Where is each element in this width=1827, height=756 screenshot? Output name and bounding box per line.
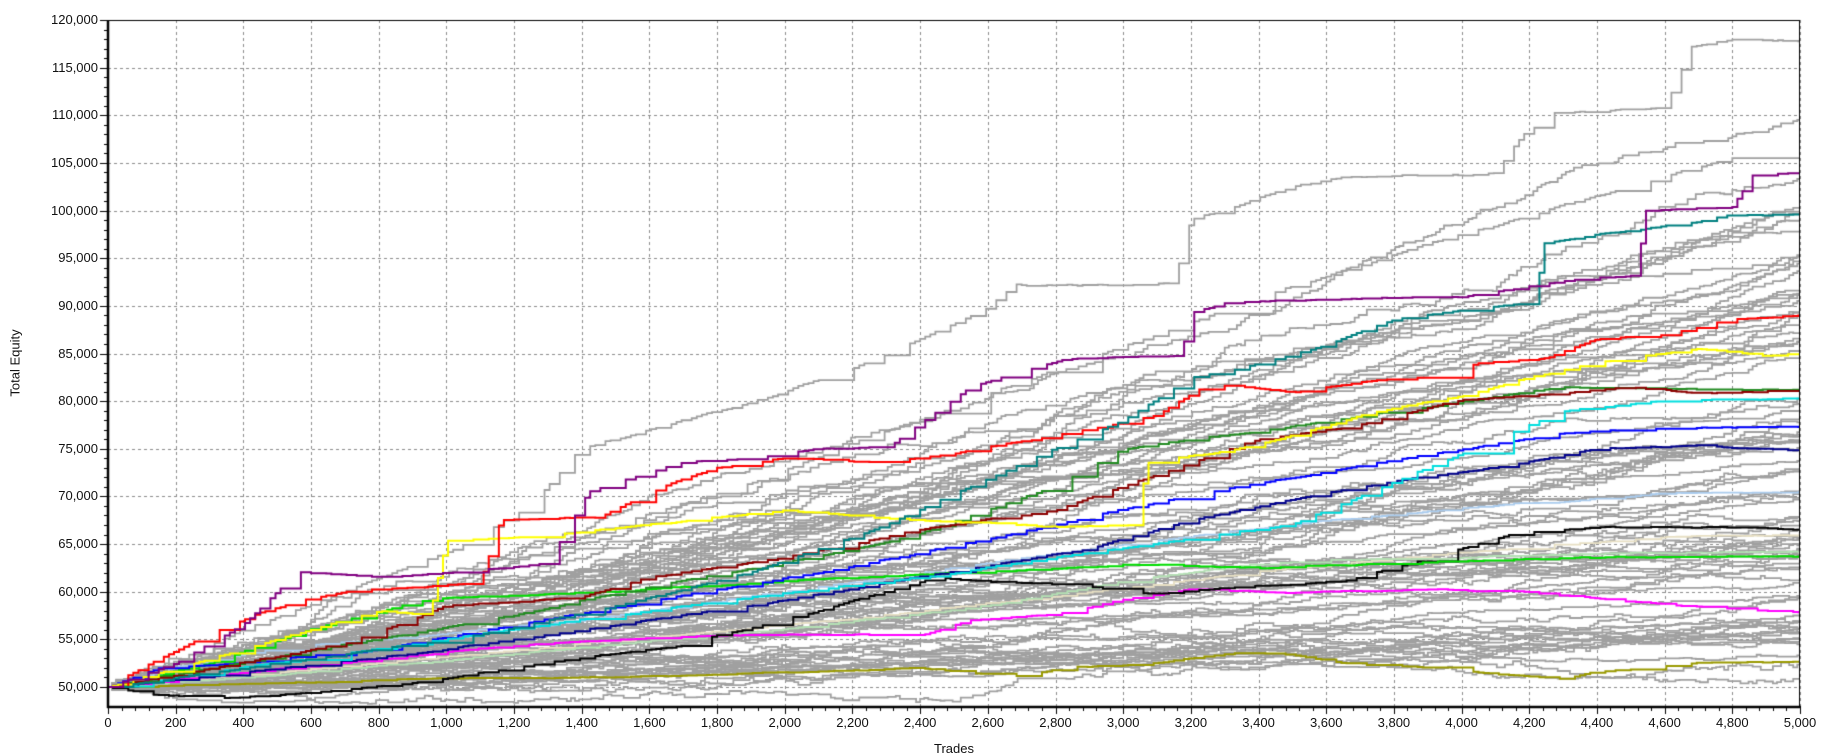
x-tick-label: 1,800 [700,715,734,730]
x-tick-label: 2,400 [903,715,937,730]
x-tick-label: 800 [367,715,390,730]
x-tick-label: 2,600 [971,715,1005,730]
x-tick-label: 3,600 [1309,715,1343,730]
x-tick-label: 600 [300,715,322,730]
y-axis-title: Total Equity [7,329,23,397]
y-tick-label: 115,000 [51,59,98,75]
x-tick-label: 3,400 [1242,715,1275,730]
y-tick-label: 90,000 [58,297,98,313]
x-tick-label: 1,000 [430,715,463,730]
x-tick-label: 400 [232,715,255,730]
y-tick-label: 100,000 [51,202,98,218]
y-tick-label: 80,000 [58,393,98,409]
x-tick-label: 3,800 [1377,715,1411,730]
x-tick-label: 0 [104,715,112,730]
x-tick-label: 4,200 [1512,715,1546,730]
x-tick-label: 200 [164,715,187,730]
y-tick-label: 65,000 [58,536,98,552]
y-tick-label: 95,000 [58,250,98,266]
y-tick-label: 110,000 [51,107,98,123]
x-tick-label: 4,400 [1580,715,1614,730]
y-tick-label: 55,000 [58,631,98,647]
x-tick-label: 1,400 [565,715,599,730]
x-tick-label: 2,000 [768,715,802,730]
x-tick-label: 1,600 [633,715,666,730]
x-tick-label: 3,200 [1174,715,1208,730]
y-tick-label: 75,000 [58,440,98,456]
x-tick-label: 1,200 [497,715,531,730]
x-tick-label: 3,000 [1106,715,1140,730]
x-tick-label: 2,800 [1039,715,1072,730]
y-tick-label: 85,000 [58,345,98,361]
y-tick-label: 70,000 [58,488,98,504]
y-tick-label: 120,000 [51,12,98,27]
y-tick-label: 105,000 [51,154,98,170]
x-tick-label: 4,600 [1648,715,1681,730]
y-tick-label: 50,000 [58,679,98,694]
x-tick-label: 4,000 [1445,715,1478,730]
x-tick-label: 2,200 [836,715,869,730]
x-tick-label: 5,000 [1783,715,1817,730]
x-tick-label: 4,800 [1716,715,1749,730]
y-tick-label: 60,000 [58,583,98,599]
